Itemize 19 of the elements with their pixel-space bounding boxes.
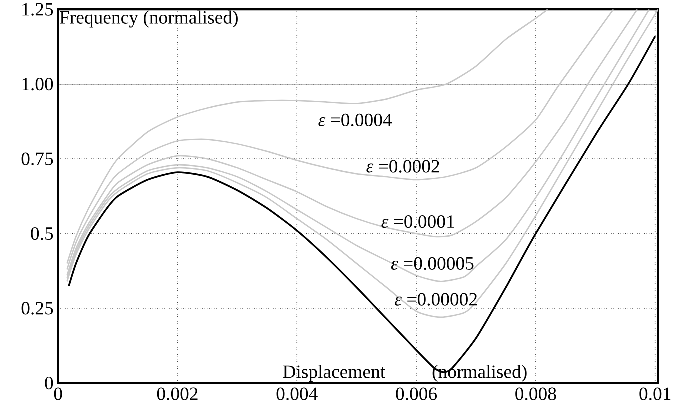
annotation: ε =0.0002 xyxy=(366,160,440,173)
x-tick-label: 0.008 xyxy=(516,388,556,400)
y-tick-label: 1.00 xyxy=(22,78,54,91)
annotation: ε =0.0004 xyxy=(318,114,392,127)
y-axis-title: Frequency (normalised) xyxy=(60,10,238,28)
x-tick-label: 0.004 xyxy=(276,388,318,400)
y-tick-label: 0.25 xyxy=(22,302,54,315)
y-tick-label: 1.25 xyxy=(22,3,54,16)
annotation: ε =0.0001 xyxy=(382,216,454,228)
x-tick-label: 0 xyxy=(54,388,62,400)
y-tick-label: 0 xyxy=(45,376,54,390)
x-tick-label: 0.01 xyxy=(640,388,671,400)
x-tick-label: 0.006 xyxy=(396,388,438,400)
y-tick-label: 0.75 xyxy=(22,152,54,166)
annotation: ε =0.00002 xyxy=(395,293,478,306)
x-axis-title: Displacement (normalised) xyxy=(283,365,527,382)
x-tick-label: 0.002 xyxy=(157,388,198,400)
annotation: ε =0.00005 xyxy=(391,257,474,270)
y-tick-label: 0.5 xyxy=(31,227,54,240)
